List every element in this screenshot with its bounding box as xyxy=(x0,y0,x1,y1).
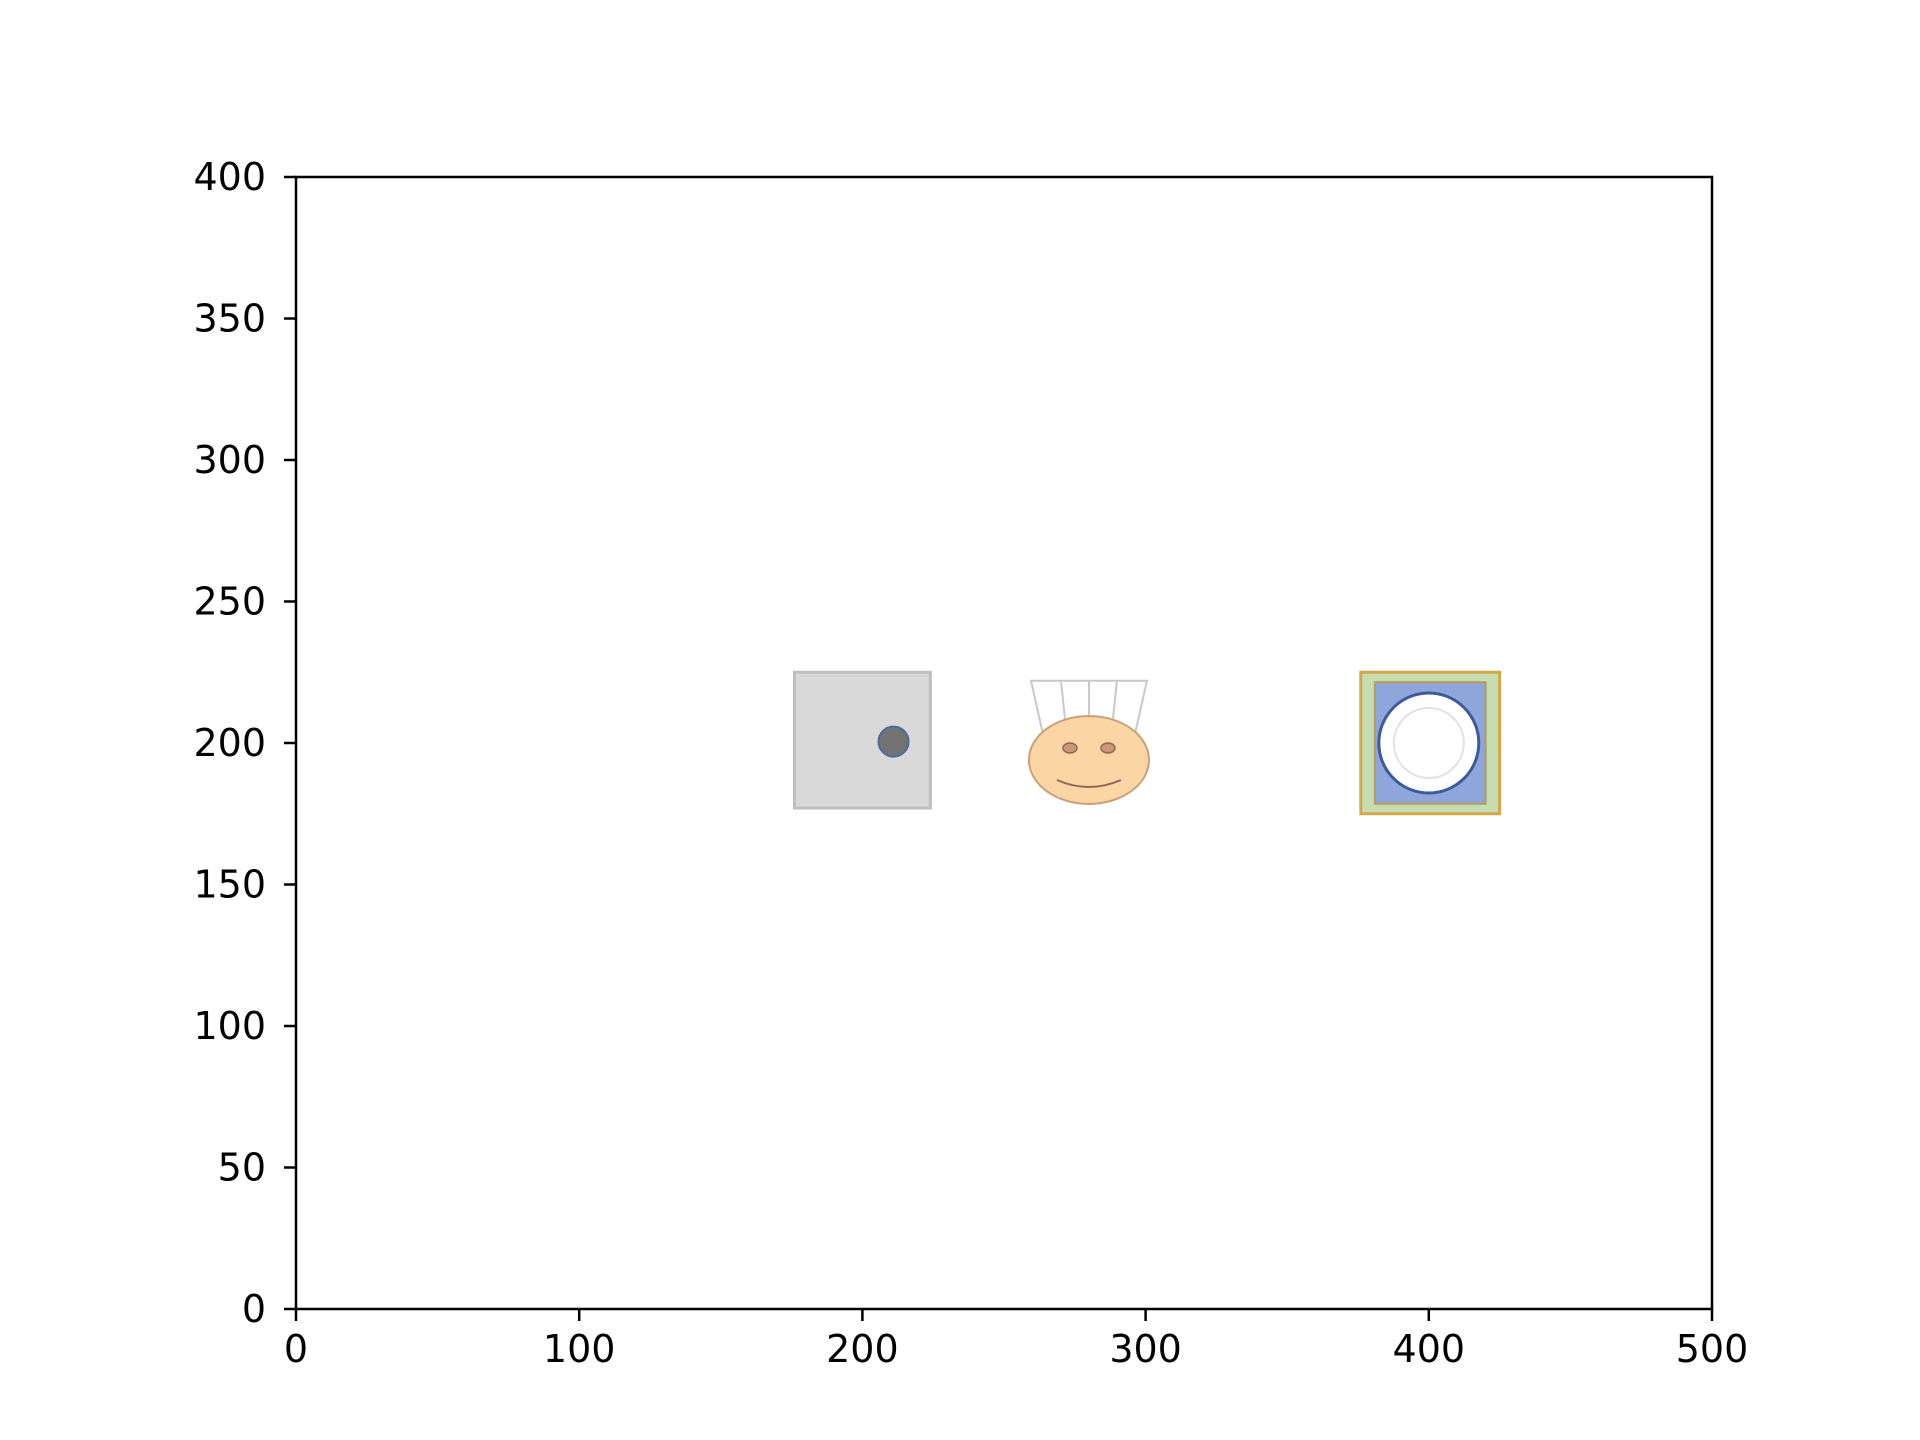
y-tick-label: 150 xyxy=(193,863,266,907)
plate-station-sprite xyxy=(1359,670,1502,816)
plate-inner-rim xyxy=(1392,707,1465,779)
y-tick-label: 350 xyxy=(193,297,266,341)
chef-face-icon xyxy=(1027,714,1150,805)
x-tick-label: 200 xyxy=(826,1327,899,1371)
chef-smile xyxy=(1056,779,1122,788)
axes: 0 100 200 300 400 500 0 50 100 150 200 250 300 350 400 xyxy=(193,155,1748,1371)
x-tick-label: 400 xyxy=(1393,1327,1466,1371)
stove-body xyxy=(792,670,932,810)
stove-sprite xyxy=(792,670,932,810)
x-tick-label: 0 xyxy=(284,1327,308,1371)
game-sprites xyxy=(792,670,1502,816)
y-tick-label: 50 xyxy=(218,1146,266,1190)
y-tick-label: 300 xyxy=(193,438,266,482)
x-tick-label: 100 xyxy=(543,1327,616,1371)
y-tick-label: 200 xyxy=(193,721,266,765)
y-tick-label: 250 xyxy=(193,580,266,624)
x-tick-label: 500 xyxy=(1676,1327,1749,1371)
stove-knob-icon xyxy=(877,725,910,758)
chef-eye xyxy=(1100,742,1116,754)
chef-eye xyxy=(1062,742,1078,754)
y-tick-label: 0 xyxy=(242,1287,266,1331)
y-tick-label: 100 xyxy=(193,1004,266,1048)
x-tick-label: 300 xyxy=(1109,1327,1182,1371)
y-tick-label: 400 xyxy=(193,155,266,199)
chef-sprite xyxy=(1027,679,1150,805)
